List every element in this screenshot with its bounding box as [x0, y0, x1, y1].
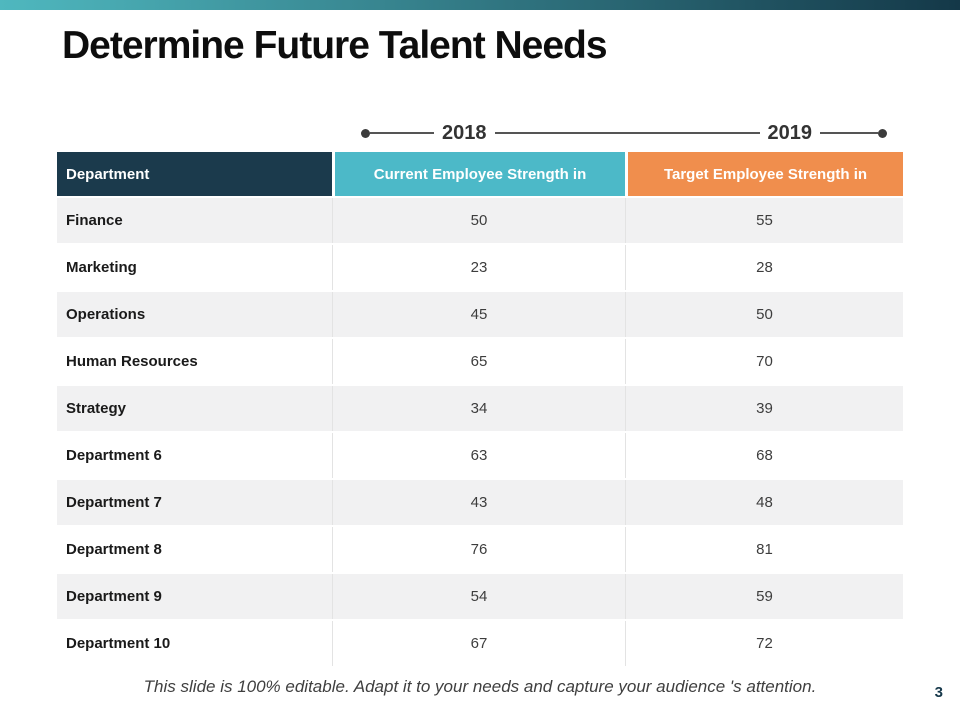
year-timeline: 2018 2019 — [361, 121, 887, 145]
department-cell: Department 8 — [66, 541, 162, 558]
current-strength-cell: 63 — [332, 433, 625, 478]
page-number: 3 — [934, 684, 943, 701]
table-row: Department 8 76 81 — [57, 527, 903, 572]
timeline-right-dot-icon — [878, 128, 887, 138]
timeline-year-2018: 2018 — [442, 121, 487, 144]
timeline-line — [370, 132, 434, 134]
current-strength-cell: 67 — [332, 621, 625, 666]
column-header-target: Target Employee Strength in — [625, 152, 903, 196]
current-strength-cell: 50 — [332, 198, 625, 243]
table-row: Finance 50 55 — [57, 198, 903, 243]
footer-note: This slide is 100% editable. Adapt it to… — [143, 677, 817, 696]
column-header-department: Department — [57, 152, 332, 196]
column-header-current: Current Employee Strength in — [332, 152, 625, 196]
table-row: Marketing 23 28 — [57, 245, 903, 290]
table-row: Department 10 67 72 — [57, 621, 903, 666]
current-strength-cell: 45 — [332, 292, 625, 337]
current-strength-cell: 23 — [332, 245, 625, 290]
target-strength-cell: 59 — [625, 574, 903, 619]
timeline-line — [494, 132, 760, 134]
target-strength-cell: 72 — [625, 621, 903, 666]
target-strength-cell: 81 — [625, 527, 903, 572]
department-cell: Department 10 — [66, 635, 171, 652]
current-strength-cell: 65 — [332, 339, 625, 384]
target-strength-cell: 55 — [625, 198, 903, 243]
target-strength-cell: 28 — [625, 245, 903, 290]
timeline-left-dot-icon — [361, 128, 370, 138]
target-strength-cell: 70 — [625, 339, 903, 384]
table-row: Operations 45 50 — [57, 292, 903, 337]
current-strength-cell: 34 — [332, 386, 625, 431]
current-strength-cell: 76 — [332, 527, 625, 572]
top-accent-bar — [0, 0, 960, 10]
department-cell: Marketing — [66, 259, 137, 276]
department-cell: Operations — [66, 306, 146, 323]
table-row: Department 7 43 48 — [57, 480, 903, 525]
target-strength-cell: 39 — [625, 386, 903, 431]
current-strength-cell: 43 — [332, 480, 625, 525]
current-strength-cell: 54 — [332, 574, 625, 619]
department-cell: Department 6 — [66, 447, 162, 464]
department-cell: Department 7 — [66, 494, 162, 511]
timeline-line — [820, 132, 878, 134]
department-cell: Strategy — [66, 400, 127, 417]
table-row: Human Resources 65 70 — [57, 339, 903, 384]
department-cell: Human Resources — [66, 353, 198, 370]
table-header-row: Department Current Employee Strength in … — [57, 152, 903, 196]
target-strength-cell: 68 — [625, 433, 903, 478]
target-strength-cell: 48 — [625, 480, 903, 525]
table-row: Strategy 34 39 — [57, 386, 903, 431]
target-strength-cell: 50 — [625, 292, 903, 337]
department-cell: Department 9 — [66, 588, 162, 605]
table-row: Department 9 54 59 — [57, 574, 903, 619]
timeline-year-2019: 2019 — [767, 121, 813, 144]
department-cell: Finance — [66, 212, 123, 229]
slide-title: Determine Future Talent Needs — [62, 24, 608, 67]
talent-needs-table: Department Current Employee Strength in … — [57, 152, 903, 666]
table-row: Department 6 63 68 — [57, 433, 903, 478]
